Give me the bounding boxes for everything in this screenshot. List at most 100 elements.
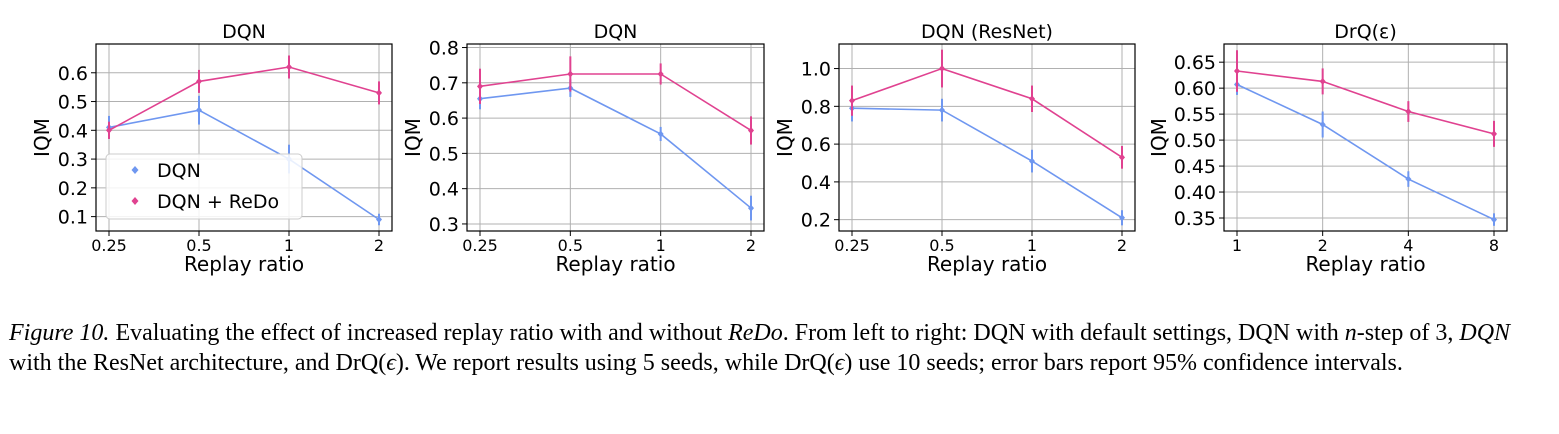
caption-text-2: . From left to right: DQN with default s… bbox=[782, 320, 1345, 346]
plot-frame bbox=[838, 43, 1136, 232]
legend-marker-dqn bbox=[131, 166, 139, 174]
y-axis-label: IQM bbox=[1147, 118, 1171, 157]
y-axis-label: IQM bbox=[30, 118, 54, 157]
data-point-dqn bbox=[1029, 157, 1035, 165]
series-line-redo bbox=[479, 73, 752, 132]
panel-title: DQN bbox=[222, 21, 266, 43]
data-point-redo bbox=[1491, 130, 1497, 138]
y-tick-label: 0.8 bbox=[429, 38, 459, 60]
legend: DQN DQN + ReDo bbox=[105, 153, 303, 220]
data-point-redo bbox=[286, 63, 292, 71]
figure-caption: Figure 10. Evaluating the effect of incr… bbox=[9, 318, 1554, 378]
plot-frame bbox=[466, 43, 765, 232]
data-point-redo bbox=[1029, 95, 1035, 103]
x-tick-label: 0.25 bbox=[91, 236, 127, 255]
data-point-redo bbox=[939, 65, 945, 73]
caption-text-4: with the ResNet architecture, and DrQ( bbox=[9, 350, 387, 376]
series-line-dqn bbox=[108, 109, 380, 221]
y-tick-label: 0.55 bbox=[1174, 104, 1216, 126]
data-point-dqn bbox=[657, 130, 664, 138]
y-axis-label: IQM bbox=[773, 118, 797, 157]
caption-text-3: -step of 3, bbox=[1356, 320, 1460, 346]
series-line-dqn bbox=[851, 107, 1123, 219]
data-point-redo bbox=[106, 126, 112, 134]
x-tick-label: 4 bbox=[1403, 236, 1413, 255]
caption-text-5: ). We report results using 5 seeds, whil… bbox=[395, 350, 835, 376]
data-point-redo bbox=[196, 77, 202, 85]
data-point-redo bbox=[376, 89, 382, 97]
y-tick-label: 0.6 bbox=[801, 134, 831, 156]
data-point-redo bbox=[849, 97, 855, 105]
caption-n: n bbox=[1344, 320, 1357, 346]
figure-label: Figure 10. bbox=[9, 320, 110, 346]
data-point-redo bbox=[1405, 108, 1412, 116]
x-tick-label: 0.5 bbox=[929, 236, 954, 255]
data-point-redo bbox=[1234, 67, 1240, 75]
y-tick-label: 0.4 bbox=[58, 120, 88, 142]
data-point-dqn bbox=[1319, 121, 1326, 129]
x-tick-label: 2 bbox=[1117, 236, 1127, 255]
legend-marker-redo bbox=[131, 197, 139, 205]
chart-panel-2: 0.25 0.5 1 2 0.3 0.4 0.5 0.6 0.7 0.8 DQN Replay rat… bbox=[401, 21, 765, 276]
data-point-redo bbox=[477, 82, 483, 90]
series-line-redo bbox=[851, 67, 1123, 159]
y-tick-label: 0.3 bbox=[429, 214, 459, 236]
x-axis-label: Replay ratio bbox=[1305, 252, 1425, 276]
caption-dqn-italic: DQN bbox=[1459, 320, 1511, 346]
panel-title: DQN bbox=[594, 21, 638, 43]
y-tick-label: 0.5 bbox=[429, 143, 459, 165]
y-tick-label: 0.45 bbox=[1174, 156, 1216, 178]
caption-eps-2: ϵ bbox=[834, 350, 845, 376]
y-tick-label: 0.1 bbox=[58, 207, 88, 229]
panel-title: DrQ(ε) bbox=[1334, 21, 1397, 43]
chart-panel-4: 1 2 4 8 0.35 0.40 0.45 0.50 0.55 0.60 0.65 DrQ(ε) Re… bbox=[1147, 21, 1508, 276]
series-line-redo bbox=[108, 66, 380, 132]
y-tick-label: 0.50 bbox=[1174, 130, 1216, 152]
x-axis-label: Replay ratio bbox=[927, 252, 1047, 276]
x-tick-label: 1 bbox=[284, 236, 294, 255]
legend-label: DQN + ReDo bbox=[157, 191, 279, 213]
x-tick-label: 1 bbox=[1232, 236, 1242, 255]
y-tick-label: 0.4 bbox=[801, 172, 831, 194]
y-tick-label: 0.8 bbox=[801, 96, 831, 118]
data-point-dqn bbox=[1405, 175, 1412, 183]
chart-panel-1: 0.25 0.5 1 2 0.1 0.2 0.3 0.4 0.5 0.6 DQN Replay rat… bbox=[30, 21, 393, 276]
chart-panel-3: 0.25 0.5 1 2 0.2 0.4 0.6 0.8 1.0 DQN (ResNet) Repl… bbox=[773, 21, 1136, 276]
x-tick-label: 2 bbox=[1318, 236, 1328, 255]
x-tick-label: 1 bbox=[656, 236, 666, 255]
data-point-dqn bbox=[939, 106, 945, 114]
y-tick-label: 0.65 bbox=[1174, 52, 1216, 74]
y-tick-label: 0.7 bbox=[429, 73, 459, 95]
x-tick-label: 2 bbox=[374, 236, 384, 255]
x-tick-label: 0.25 bbox=[834, 236, 870, 255]
y-tick-label: 0.6 bbox=[58, 63, 88, 85]
caption-eps-1: ϵ bbox=[386, 350, 396, 376]
data-point-dqn bbox=[1119, 214, 1125, 222]
legend-box bbox=[105, 153, 303, 220]
x-tick-label: 2 bbox=[746, 236, 756, 255]
y-axis-label: IQM bbox=[401, 118, 425, 157]
x-tick-label: 0.5 bbox=[558, 236, 583, 255]
x-axis-label: Replay ratio bbox=[555, 252, 675, 276]
data-point-redo bbox=[748, 126, 754, 134]
caption-text-1: Evaluating the effect of increased repla… bbox=[109, 320, 729, 346]
plot-frame bbox=[95, 43, 393, 232]
data-point-redo bbox=[1119, 153, 1125, 161]
series-line-redo bbox=[1236, 70, 1495, 135]
panel-title: DQN (ResNet) bbox=[921, 21, 1053, 43]
y-tick-label: 0.5 bbox=[58, 92, 88, 114]
y-tick-label: 0.2 bbox=[801, 210, 831, 232]
data-point-redo bbox=[567, 70, 574, 78]
x-tick-label: 0.5 bbox=[186, 236, 211, 255]
x-tick-label: 1 bbox=[1027, 236, 1037, 255]
caption-text-6: ) use 10 seeds; error bars report 95% co… bbox=[844, 350, 1403, 376]
y-tick-label: 0.40 bbox=[1174, 182, 1216, 204]
y-tick-label: 0.4 bbox=[429, 179, 459, 201]
data-point-redo bbox=[1319, 77, 1326, 85]
data-point-dqn bbox=[748, 204, 754, 212]
series-line-dqn bbox=[479, 87, 752, 209]
data-point-dqn bbox=[1491, 216, 1497, 224]
series-line-dqn bbox=[1236, 83, 1495, 221]
data-point-redo bbox=[657, 70, 664, 78]
